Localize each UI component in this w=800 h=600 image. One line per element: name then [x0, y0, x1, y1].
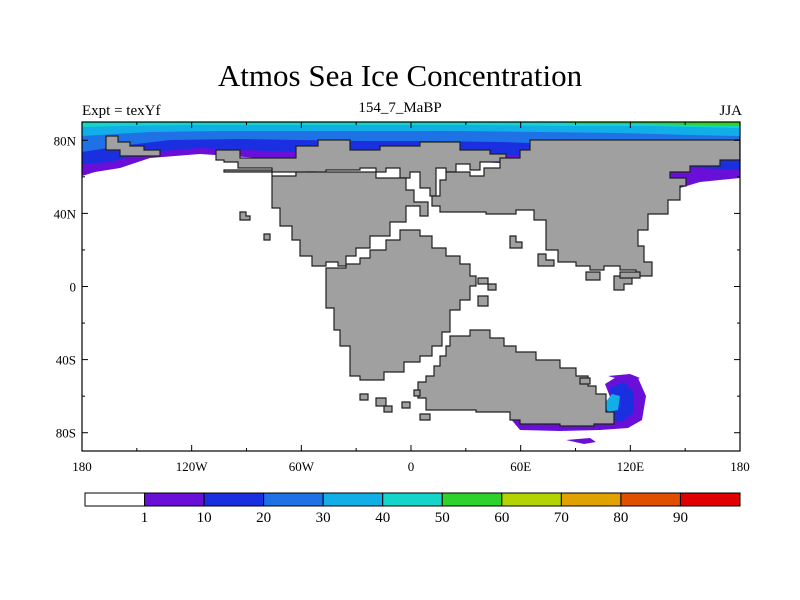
land-masses — [105, 135, 740, 427]
land-island-12 — [375, 397, 387, 407]
land-island-13 — [401, 401, 411, 409]
land-island-11 — [359, 393, 369, 401]
colorbar-label-7: 70 — [554, 510, 569, 526]
land-island-14 — [419, 413, 431, 421]
x-tick-label-5: 120E — [617, 459, 645, 474]
axis-tick-labels: 180 120W 60W 0 60E 120E 180 80N 40N 0 40S 80S — [54, 133, 750, 474]
colorbar-label-1: 10 — [197, 510, 212, 526]
colorbar-label-5: 50 — [435, 510, 450, 526]
land-island-7 — [619, 271, 641, 279]
colorbar-box-0 — [84, 492, 146, 507]
y-tick-label-3: 40S — [56, 353, 76, 368]
colorbar-label-8: 80 — [613, 510, 628, 526]
land-africa-gondwana — [417, 329, 615, 427]
experiment-label: Expt = texYf — [82, 103, 161, 119]
land-island-15 — [383, 405, 393, 413]
colorbar-label-2: 20 — [256, 510, 271, 526]
colorbar-box-6 — [441, 492, 503, 507]
north-ice-band-60 — [560, 122, 740, 126]
time-label: 154_7_MaBP — [358, 100, 442, 116]
x-tick-label-4: 60E — [510, 459, 531, 474]
colorbar-box-8 — [560, 492, 622, 507]
map-field — [82, 122, 740, 444]
south-ice-patch — [566, 438, 596, 444]
y-tick-label-1: 40N — [54, 206, 77, 221]
land-island-3 — [509, 235, 523, 249]
south-ice-patch-2 — [608, 374, 640, 382]
south-ice-band-40 — [604, 394, 620, 412]
season-label: JJA — [719, 103, 742, 119]
colorbar-box-9 — [620, 492, 681, 507]
land-island-17 — [579, 377, 591, 385]
colorbar-box-4 — [322, 492, 384, 507]
colorbar-label-4: 40 — [375, 510, 390, 526]
colorbar-box-5 — [382, 492, 443, 507]
y-tick-label-0: 80N — [54, 133, 77, 148]
land-island-greenland — [105, 135, 161, 157]
x-tick-label-6: 180 — [730, 459, 750, 474]
land-island-1 — [239, 211, 251, 221]
x-tick-label-0: 180 — [72, 459, 92, 474]
x-tick-label-3: 0 — [408, 459, 415, 474]
colorbar-box-10 — [679, 492, 741, 507]
map-title: Atmos Sea Ice Concentration — [217, 58, 583, 93]
land-island-2 — [263, 233, 271, 241]
land-north-america — [223, 169, 429, 267]
land-island-10 — [487, 283, 497, 291]
land-south-america — [325, 229, 477, 381]
colorbar-box-2 — [203, 492, 265, 507]
y-tick-label-2: 0 — [70, 280, 77, 295]
x-tick-label-2: 60W — [289, 459, 315, 474]
colorbar-label-3: 30 — [316, 510, 331, 526]
colorbar-label-0: 1 — [141, 510, 149, 526]
land-island-4 — [537, 253, 555, 267]
land-eurasia — [431, 139, 740, 277]
land-island-16 — [413, 389, 421, 397]
axis-ticks — [81, 122, 741, 451]
colorbar-box-7 — [501, 492, 562, 507]
land-island-8 — [477, 277, 489, 285]
y-tick-label-4: 80S — [56, 426, 76, 441]
colorbar-label-9: 90 — [673, 510, 688, 526]
colorbar: 1 10 20 30 40 50 60 70 80 90 — [84, 492, 741, 526]
colorbar-box-3 — [263, 492, 324, 507]
land-island-5 — [585, 271, 601, 281]
land-island-9 — [477, 295, 489, 307]
x-tick-label-1: 120W — [176, 459, 209, 474]
colorbar-label-6: 60 — [494, 510, 509, 526]
colorbar-box-1 — [144, 492, 205, 507]
